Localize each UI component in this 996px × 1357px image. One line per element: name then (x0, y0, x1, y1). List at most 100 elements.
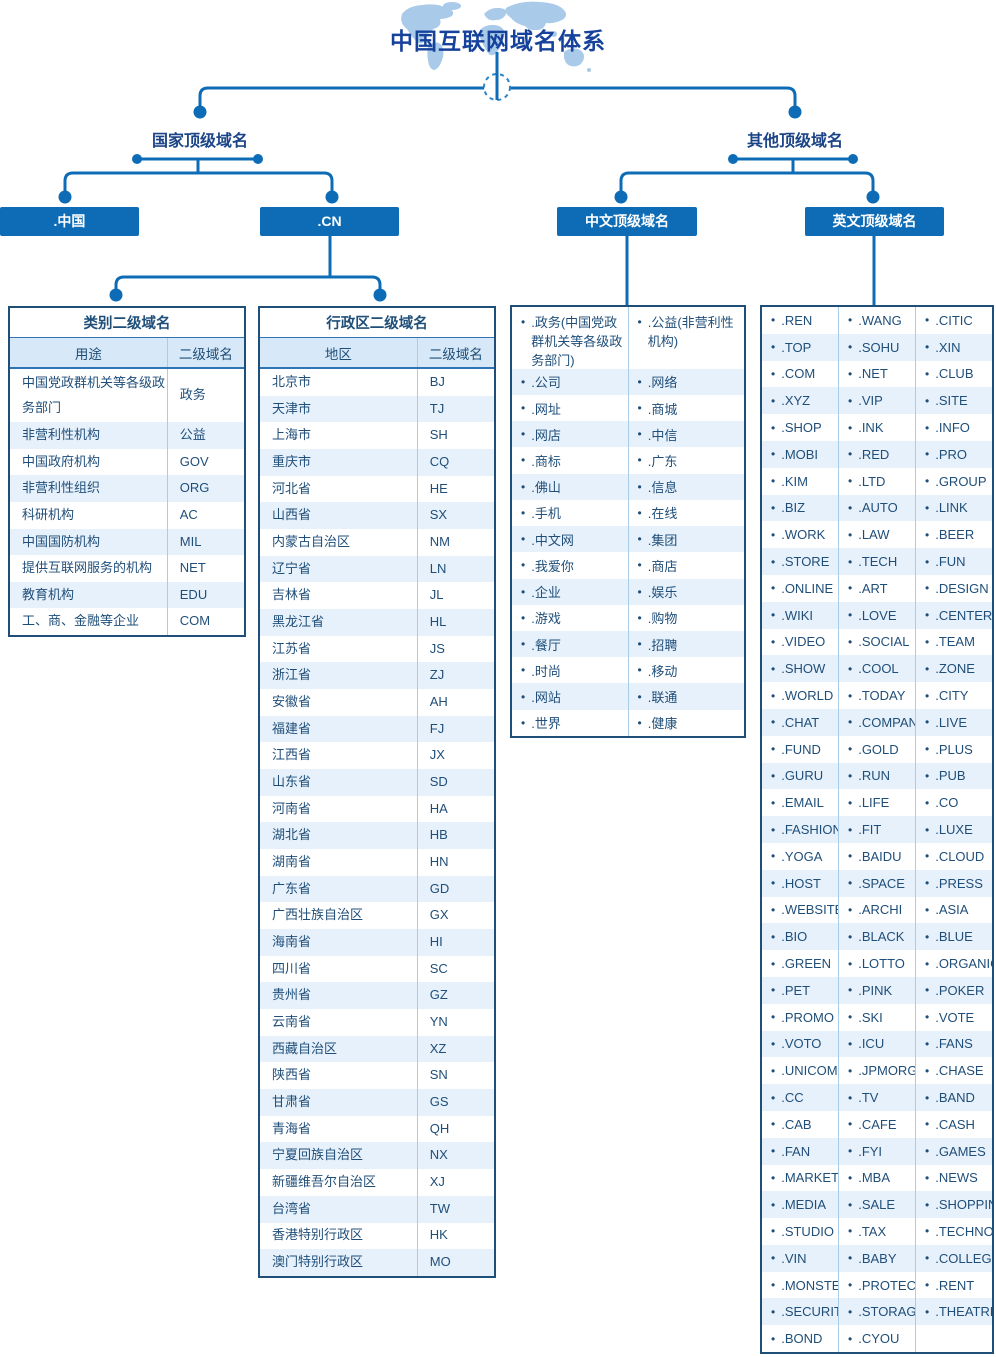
bullet-icon: • (848, 1224, 853, 1239)
list-item: • .ZONE (915, 655, 992, 683)
table-row: 山西省 SX (260, 502, 494, 530)
table-cell: 黑龙江省 (272, 614, 325, 630)
tld-label: .游戏 (531, 611, 561, 627)
table-cell: 甘肃省 (272, 1094, 312, 1110)
table-cell: 广西壮族自治区 (272, 907, 364, 923)
list-body: • .REN • .WANG • .CITIC • .TOP • .SOHU • .XIN • .COM •… (762, 307, 992, 1353)
table-cell: 四川省 (272, 960, 312, 976)
tld-label: .INFO (935, 420, 970, 436)
bullet-icon: • (771, 1117, 776, 1132)
tld-label: .餐厅 (531, 637, 561, 653)
table-cell: JX (416, 742, 494, 770)
table-cell: GS (416, 1089, 494, 1116)
table-cell: 天津市 (272, 400, 312, 416)
tld-label: .信息 (647, 480, 678, 496)
list-row: • .商标 • .广东 (512, 447, 744, 474)
tld-label: .CC (781, 1090, 804, 1105)
bullet-icon: • (848, 554, 853, 569)
table-row: 黑龙江省 HL (260, 609, 494, 636)
list-item: • .SHOP (762, 414, 838, 441)
bullet-icon: • (521, 479, 526, 494)
table-cell: 安徽省 (272, 694, 312, 710)
bullet-icon: • (521, 610, 526, 625)
bullet-icon: • (925, 1251, 930, 1266)
tld-label: .PINK (858, 982, 893, 998)
tld-label: .佛山 (531, 480, 561, 496)
bullet-icon: • (925, 661, 930, 676)
table-row: 江西省 JX (260, 742, 494, 770)
world-map-icon (401, 1, 591, 72)
bullet-icon: • (848, 1304, 853, 1319)
table-cell: 上海市 (272, 427, 312, 443)
tld-label: .企业 (531, 585, 561, 601)
admin-region-second-level-table: 行政区二级域名 地区 二级域名 北京市 BJ 天津市 TJ 上海市 SH 重庆市 CQ 河北省 H… (258, 306, 496, 1278)
list-item: • .CLOUD (915, 842, 992, 870)
list-item: • .CC (762, 1084, 838, 1111)
tld-label: .在线 (647, 506, 678, 522)
bullet-icon: • (771, 527, 776, 542)
list-item: • .MOBI (762, 441, 838, 468)
list-item: • .商店 (627, 552, 745, 579)
list-item: • .CITIC (915, 307, 992, 334)
list-item: • .SPACE (838, 869, 915, 897)
tld-label: .EMAIL (781, 795, 824, 811)
list-item: • .BAIDU (838, 842, 915, 870)
tld-label: .购物 (647, 611, 678, 627)
list-item: • .LIFE (838, 789, 915, 817)
list-row: • .VIDEO • .SOCIAL • .TEAM (762, 628, 992, 656)
list-item: • .BAND (915, 1084, 992, 1111)
table-cell: 江西省 (272, 747, 312, 763)
list-row: • .公司 • .网络 (512, 368, 744, 395)
table-cell: 河北省 (272, 480, 312, 496)
bullet-icon: • (848, 340, 853, 355)
bullet-icon: • (771, 768, 776, 783)
list-row: • .FAN • .FYI • .GAMES (762, 1137, 992, 1165)
table-cell: 非营利性机构 (22, 427, 101, 443)
bullet-icon: • (771, 902, 776, 917)
table-cell: 湖北省 (272, 827, 312, 843)
tld-label: .SOHU (858, 339, 900, 355)
bullet-icon: • (637, 427, 642, 442)
table-cell: 中国党政群机关等各级政务部门 (22, 374, 166, 415)
table-cell: 提供互联网服务的机构 (22, 560, 153, 576)
tld-label: .MARKET (781, 1170, 838, 1186)
tld-label: .NEWS (935, 1170, 978, 1186)
table-cell: 浙江省 (272, 667, 312, 683)
list-item: • .UNICOM (762, 1057, 838, 1084)
list-row: • .ONLINE • .ART • .DESIGN (762, 574, 992, 602)
tld-label: .集团 (647, 532, 678, 548)
table-row: 广西壮族自治区 GX (260, 902, 494, 930)
bullet-icon: • (925, 554, 930, 569)
list-item: • .购物 (627, 604, 745, 631)
list-item: • .LIVE (915, 708, 992, 736)
list-row: • .WORK • .LAW • .BEER (762, 521, 992, 549)
tld-label: .政务(中国党政群机关等各级政务部门) (531, 315, 623, 368)
bullet-icon: • (521, 689, 526, 704)
list-item: • .BEER (915, 521, 992, 549)
list-row: • .MOBI • .RED • .PRO (762, 440, 992, 468)
bullet-icon: • (848, 393, 853, 408)
table-header-row: 用途 二级域名 (10, 338, 244, 369)
list-item: • .GOLD (838, 735, 915, 763)
node-dot-china: .中国 (0, 207, 139, 236)
tld-label: .TOP (781, 339, 812, 355)
bullet-icon: • (925, 715, 930, 730)
tld-label: .COMPANY (858, 714, 915, 730)
bullet-icon: • (848, 527, 853, 542)
tld-label: .TAX (858, 1223, 887, 1239)
list-row: • .SECURITY • .STORAGE • .THEATRE (762, 1298, 992, 1326)
table-row: 海南省 HI (260, 929, 494, 956)
list-body: • .政务(中国党政群机关等各级政务部门) • .公益(非营利性机构) • .公司 • .网络… (512, 307, 744, 736)
tld-label: .公益(非营利性机构) (647, 315, 734, 349)
list-row: • .VIN • .BABY • .COLLEGE (762, 1244, 992, 1272)
tld-label: .CITIC (935, 312, 973, 328)
bullet-icon: • (637, 532, 642, 547)
bullet-icon: • (771, 876, 776, 891)
tld-label: .WANG (858, 312, 902, 328)
list-item: • .中信 (627, 421, 745, 448)
table-cell: MO (416, 1249, 494, 1276)
table-cell: NM (416, 529, 494, 556)
list-item: • .TAX (838, 1218, 915, 1245)
tld-label: .FUN (935, 554, 966, 570)
